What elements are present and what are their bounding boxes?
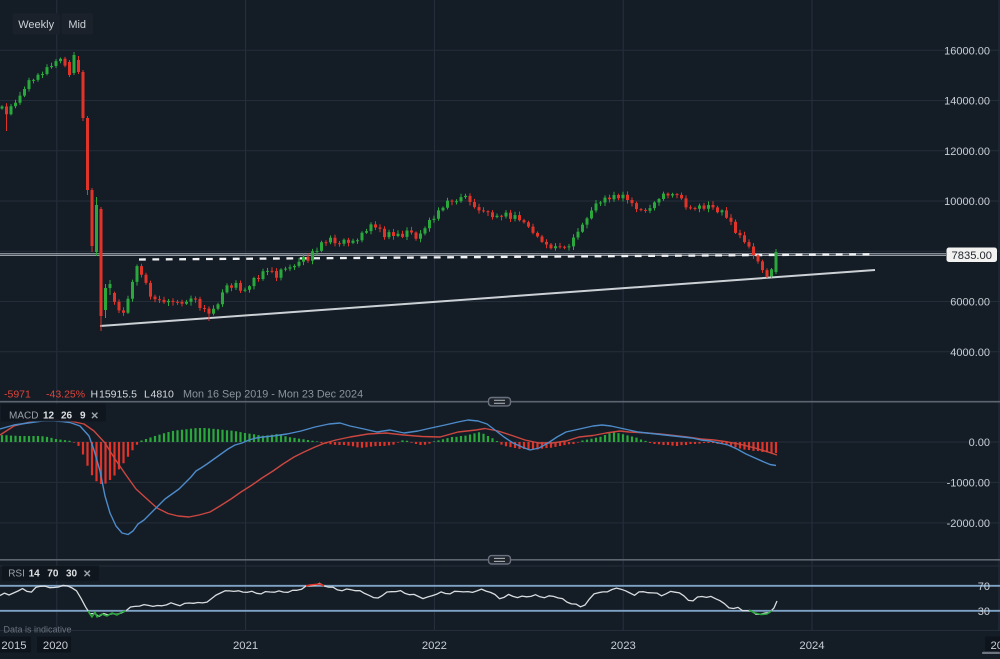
svg-text:2015: 2015 (1, 640, 26, 652)
svg-text:-1000.00: -1000.00 (947, 477, 990, 489)
svg-text:2020: 2020 (43, 640, 68, 652)
svg-text:Data is indicative: Data is indicative (4, 625, 72, 635)
svg-text:Weekly: Weekly (18, 19, 54, 31)
svg-text:10000.00: 10000.00 (944, 196, 990, 208)
svg-text:RSI: RSI (8, 569, 25, 580)
svg-text:H: H (91, 389, 99, 401)
svg-text:26: 26 (61, 411, 73, 422)
svg-text:4810: 4810 (151, 389, 175, 401)
svg-text:7835.00: 7835.00 (952, 250, 992, 262)
svg-text:12000.00: 12000.00 (944, 146, 990, 158)
svg-text:-5971: -5971 (4, 389, 31, 401)
svg-text:2023: 2023 (611, 640, 636, 652)
svg-text:2022: 2022 (422, 640, 447, 652)
svg-text:14: 14 (29, 569, 41, 580)
svg-text:9: 9 (80, 411, 86, 422)
svg-text:L: L (144, 389, 150, 401)
svg-text:30: 30 (66, 569, 78, 580)
svg-text:Mon 16 Sep 2019 - Mon 23 Dec 2: Mon 16 Sep 2019 - Mon 23 Dec 2024 (183, 389, 363, 401)
svg-text:15915.5: 15915.5 (99, 389, 137, 401)
svg-text:6000.00: 6000.00 (950, 297, 990, 309)
svg-text:20: 20 (991, 640, 1000, 652)
svg-text:2024: 2024 (799, 640, 824, 652)
svg-text:12: 12 (43, 411, 55, 422)
svg-text:16000.00: 16000.00 (944, 45, 990, 57)
svg-text:4000.00: 4000.00 (950, 347, 990, 359)
svg-text:-2000.00: -2000.00 (947, 518, 990, 530)
svg-text:30: 30 (978, 606, 990, 618)
svg-text:Mid: Mid (68, 19, 86, 31)
svg-text:✕: ✕ (83, 569, 91, 580)
svg-text:MACD: MACD (9, 411, 38, 422)
svg-text:70: 70 (47, 569, 59, 580)
svg-text:14000.00: 14000.00 (944, 96, 990, 108)
svg-text:0.00: 0.00 (969, 437, 990, 449)
svg-text:-43.25%: -43.25% (46, 389, 85, 401)
svg-text:2021: 2021 (233, 640, 258, 652)
svg-text:✕: ✕ (91, 411, 99, 422)
svg-text:70: 70 (978, 581, 990, 593)
